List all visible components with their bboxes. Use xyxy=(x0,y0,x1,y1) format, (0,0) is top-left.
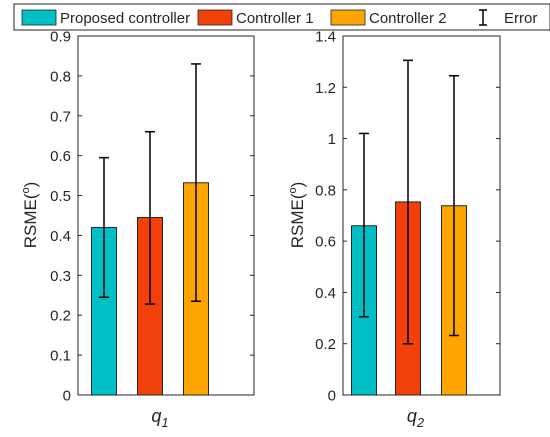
y-tick-label: 1.4 xyxy=(315,29,336,46)
error-bar xyxy=(99,156,109,299)
axes-box xyxy=(342,35,501,396)
error-bar xyxy=(403,59,413,345)
y-tick-label: 0.8 xyxy=(50,68,71,85)
legend: Proposed controller Controller 1 Control… xyxy=(13,3,550,31)
legend-errorbar-icon xyxy=(479,9,487,26)
x-axis-label: q2 xyxy=(407,406,425,430)
y-axis-label: RSME(o) xyxy=(20,182,40,249)
legend-box xyxy=(13,3,550,31)
legend-swatch-controller-1 xyxy=(197,9,233,26)
error-bar xyxy=(449,74,459,337)
y-axis-label: RSME(o) xyxy=(287,182,307,249)
error-bar xyxy=(191,63,201,303)
y-tick-label: 0.6 xyxy=(50,148,71,165)
y-tick-label: 0.3 xyxy=(50,268,71,285)
y-tick-label: 0.4 xyxy=(50,228,71,245)
axes-box xyxy=(77,35,255,396)
y-tick-label: 1.2 xyxy=(315,80,336,97)
error-bar xyxy=(145,130,155,305)
y-tick-label: 0.9 xyxy=(50,29,71,46)
y-tick-label: 0.2 xyxy=(315,336,336,353)
y-tick-label: 0.8 xyxy=(315,182,336,199)
legend-swatch-controller-2 xyxy=(330,9,366,26)
legend-label-controller-1: Controller 1 xyxy=(236,10,314,27)
y-tick-label: 0 xyxy=(328,388,336,405)
panel-q2: 0 0.2 0.4 0.6 0.8 1 1.2 1.4 q2 RSME(o) xyxy=(287,29,501,430)
x-axis-label: q1 xyxy=(151,406,168,430)
legend-label-controller-2: Controller 2 xyxy=(369,10,447,27)
y-tick-label: 1 xyxy=(328,131,336,148)
legend-label-error: Error xyxy=(504,10,537,27)
y-tick-label: 0.7 xyxy=(50,108,71,125)
y-tick-label: 0.1 xyxy=(50,348,71,365)
y-tick-label: 0.5 xyxy=(50,188,71,205)
y-tick-label: 0.4 xyxy=(315,285,336,302)
legend-swatch-proposed xyxy=(21,9,57,26)
y-tick-label: 0.6 xyxy=(315,234,336,251)
y-tick-label: 0 xyxy=(63,388,71,405)
panel-q1: 0 0.1 0.2 0.3 0.4 0.5 0.6 0.7 0.8 0.9 q1 RSME(o) xyxy=(20,29,255,430)
legend-label-proposed: Proposed controller xyxy=(60,10,190,27)
error-bar xyxy=(359,132,369,318)
y-tick-label: 0.2 xyxy=(50,308,71,325)
